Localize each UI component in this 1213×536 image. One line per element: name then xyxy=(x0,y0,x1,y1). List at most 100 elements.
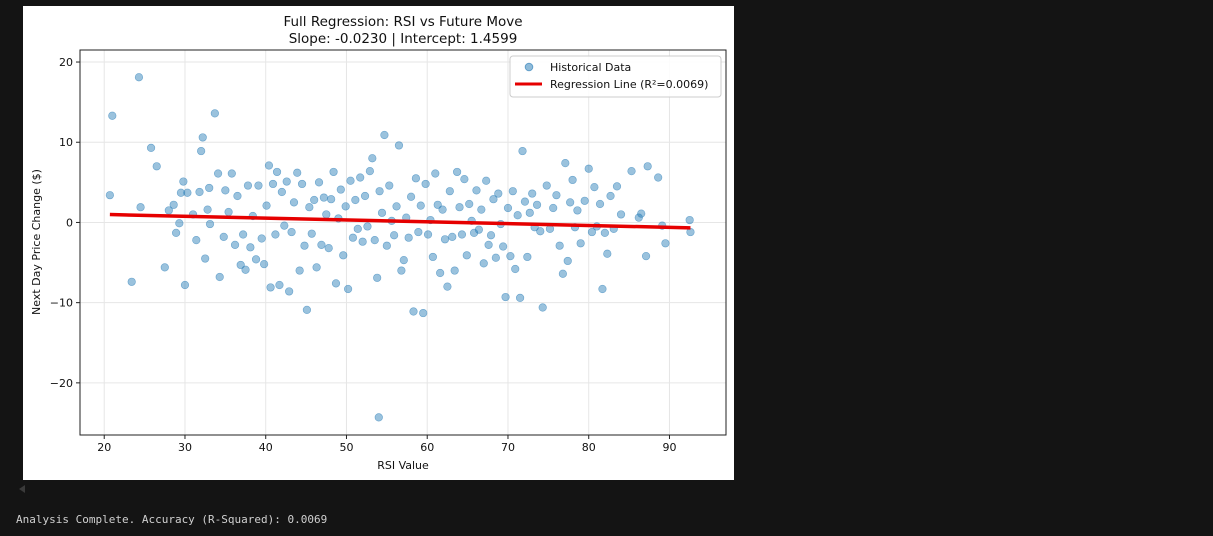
data-point xyxy=(654,173,663,182)
data-point xyxy=(183,188,192,197)
legend-label-regression: Regression Line (R²=0.0069) xyxy=(550,78,708,91)
data-point xyxy=(339,251,348,260)
data-point xyxy=(394,141,404,150)
data-point xyxy=(127,277,136,286)
data-point xyxy=(399,256,408,265)
data-point xyxy=(375,187,384,196)
data-point xyxy=(175,219,184,228)
data-point xyxy=(453,167,462,177)
data-point xyxy=(331,279,341,288)
legend-scatter-marker xyxy=(524,62,534,72)
data-point xyxy=(513,211,522,220)
data-point xyxy=(474,225,484,234)
data-point xyxy=(406,192,416,201)
data-point xyxy=(310,195,319,205)
data-point xyxy=(171,228,181,237)
data-point xyxy=(360,191,370,201)
chart-title: Full Regression: RSI vs Future Move xyxy=(283,14,522,30)
data-point xyxy=(499,242,508,251)
data-point xyxy=(423,230,433,239)
data-point xyxy=(508,187,517,196)
legend-label-historical: Historical Data xyxy=(550,61,631,74)
plot-card: Full Regression: RSI vs Future Move Slop… xyxy=(23,6,734,480)
x-tick-label: 90 xyxy=(662,441,676,454)
data-point xyxy=(213,169,223,178)
data-point xyxy=(448,232,457,241)
data-point xyxy=(469,228,479,237)
data-point xyxy=(336,185,345,194)
data-point xyxy=(219,232,228,241)
data-point xyxy=(443,282,452,291)
data-point xyxy=(319,193,328,202)
data-point xyxy=(523,252,532,262)
regression-line-layer xyxy=(109,212,691,230)
data-point xyxy=(272,167,282,177)
x-tick-label: 30 xyxy=(178,441,192,454)
data-point xyxy=(343,284,353,294)
data-point xyxy=(197,146,206,156)
data-point xyxy=(445,187,454,196)
data-point xyxy=(489,195,498,204)
x-axis-ticks: 20 30 40 50 60 70 80 90 xyxy=(97,435,676,454)
data-point xyxy=(230,240,240,250)
data-point xyxy=(363,222,372,231)
data-point xyxy=(455,203,464,212)
data-point xyxy=(136,203,145,212)
data-point xyxy=(373,273,382,282)
data-point xyxy=(568,175,577,185)
data-point xyxy=(302,305,312,314)
data-point xyxy=(584,164,593,173)
data-point xyxy=(561,158,570,168)
data-point xyxy=(305,203,314,212)
data-point xyxy=(686,227,695,237)
regression-line xyxy=(109,212,691,230)
data-point xyxy=(251,255,261,264)
data-point xyxy=(661,239,670,248)
data-point xyxy=(460,175,469,184)
data-point xyxy=(341,202,350,211)
data-point xyxy=(169,200,178,209)
data-point xyxy=(501,292,510,302)
scroll-left-arrow[interactable] xyxy=(19,485,25,493)
data-point xyxy=(300,241,309,250)
data-point xyxy=(195,187,204,197)
data-point xyxy=(542,181,551,190)
data-point xyxy=(552,191,561,200)
data-point xyxy=(356,173,365,182)
x-tick-label: 20 xyxy=(97,441,111,454)
data-point xyxy=(307,229,316,238)
data-point xyxy=(346,176,355,185)
data-point xyxy=(280,221,289,230)
data-point xyxy=(380,130,389,140)
data-point xyxy=(348,233,358,242)
data-point xyxy=(146,143,156,152)
data-point xyxy=(271,230,280,239)
data-point xyxy=(254,181,263,190)
data-point xyxy=(438,205,447,214)
data-point xyxy=(262,201,271,210)
y-tick-label: 10 xyxy=(59,136,73,149)
data-point xyxy=(105,191,114,200)
data-point xyxy=(134,73,144,82)
data-point xyxy=(484,240,493,250)
data-point xyxy=(549,203,558,213)
data-point xyxy=(538,303,547,312)
data-point xyxy=(260,260,269,269)
data-point xyxy=(606,191,615,201)
data-point xyxy=(201,254,210,263)
data-point xyxy=(536,227,545,236)
scatter-points xyxy=(105,73,695,422)
data-point xyxy=(179,177,188,186)
data-point xyxy=(641,252,651,261)
x-tick-label: 70 xyxy=(501,441,515,454)
data-point xyxy=(494,189,503,198)
data-point xyxy=(414,227,423,237)
data-point xyxy=(627,167,636,176)
data-point xyxy=(152,162,161,171)
data-point xyxy=(598,284,607,294)
data-point xyxy=(257,234,266,243)
data-point xyxy=(374,413,383,422)
data-point xyxy=(595,199,605,209)
data-point xyxy=(285,287,294,296)
data-point xyxy=(479,259,488,268)
